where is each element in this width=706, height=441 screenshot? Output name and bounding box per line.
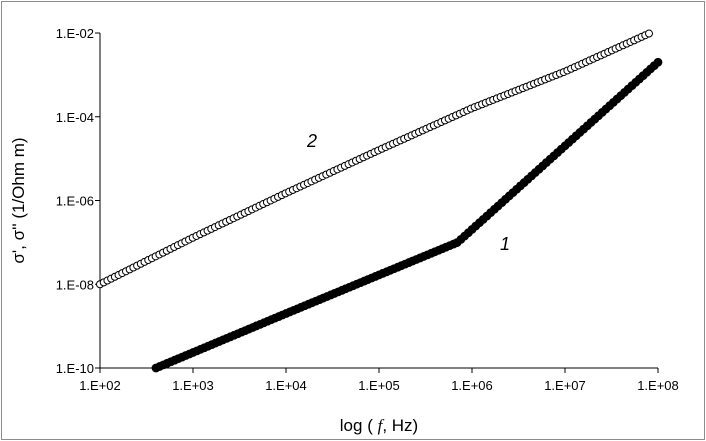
x-tick-label: 1.E+03 bbox=[172, 378, 214, 393]
y-tick-label: 1.E-10 bbox=[56, 361, 94, 376]
y-axis-title: σ', σ'' (1/Ohm m) bbox=[9, 137, 28, 263]
series-1-label: 1 bbox=[500, 234, 510, 254]
x-tick-label: 1.E+04 bbox=[265, 378, 307, 393]
x-tick-label: 1.E+07 bbox=[544, 378, 586, 393]
x-axis-title: log ( f, Hz) bbox=[340, 416, 418, 435]
x-axis-title-italic: f bbox=[378, 416, 385, 435]
y-tick-label: 1.E-06 bbox=[56, 194, 94, 209]
series-2-point bbox=[644, 29, 653, 38]
y-tick-label: 1.E-02 bbox=[56, 26, 94, 41]
series-1-point bbox=[653, 57, 663, 67]
x-axis-title-suffix: , Hz) bbox=[382, 416, 418, 435]
axes: 1.E-10 1.E-08 1.E-06 1.E-04 1.E-02 1.E+02 1.E+… bbox=[9, 26, 679, 435]
x-tick-label: 1.E+05 bbox=[358, 378, 400, 393]
x-tick-label: 1.E+08 bbox=[637, 378, 679, 393]
series-2-markers bbox=[96, 29, 653, 289]
labels: 21 bbox=[306, 131, 510, 254]
x-axis-title-prefix: log ( bbox=[340, 416, 378, 435]
series-2-label: 2 bbox=[306, 131, 317, 151]
y-tick-label: 1.E-04 bbox=[56, 110, 94, 125]
x-tick-label: 1.E+06 bbox=[451, 378, 493, 393]
y-tick-label: 1.E-08 bbox=[56, 277, 94, 292]
series-1-markers bbox=[151, 57, 663, 373]
x-tick-label: 1.E+02 bbox=[79, 378, 121, 393]
